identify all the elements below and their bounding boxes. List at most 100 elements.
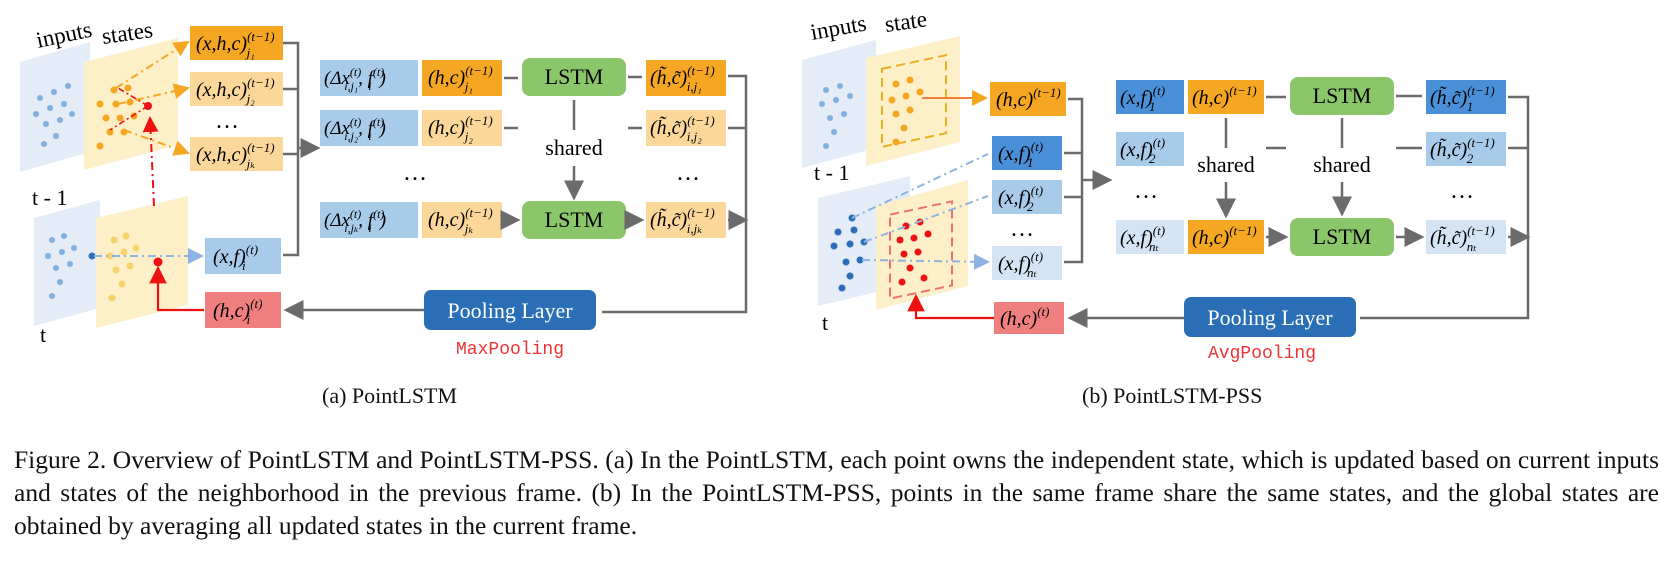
figure-caption: Figure 2. Overview of PointLSTM and Poin… — [14, 445, 1659, 540]
svg-text:(x,f)(t)nₜ: (x,f)(t) nₜ — [1120, 223, 1165, 254]
input-ellipsis-b: … — [1010, 216, 1034, 242]
offset-ellipsis: … — [403, 160, 427, 186]
out-state-box-2: (h̃,c̃)(t−1) i,j₂ — [646, 110, 726, 146]
input-box-b-n: (x,f)(t) nₜ — [992, 246, 1062, 280]
current-input-box: (x,f)(t) i — [205, 238, 281, 274]
shared-label-b-2: shared — [1313, 152, 1370, 177]
offset-input-box-2: (Δx(t) i,j₂, f(t) i) — [320, 110, 418, 146]
svg-text:(h,c)(t−1): (h,c)(t−1) — [996, 85, 1061, 111]
row-ellipsis-b: … — [1134, 178, 1158, 204]
current-state-box: (h,c)(t) i — [205, 292, 281, 328]
inputs-frame-t-minus-1-b — [802, 40, 876, 168]
state-box-b: (h,c)(t) — [994, 302, 1064, 334]
svg-text:LSTM: LSTM — [545, 207, 604, 232]
row-xf-1: (x,f)(t) 1 — [1116, 80, 1184, 114]
svg-text:(h̃,c̃)(t−1)nₜ: (h̃,c̃)(t−1) nₜ — [1430, 223, 1495, 254]
state-points-t-minus-1-b — [888, 76, 924, 146]
neighbor-ellipsis: … — [215, 108, 239, 134]
svg-text:(h̃,c̃)(t−1)i,j₁: (h̃,c̃)(t−1) i,j₁ — [650, 63, 715, 94]
svg-text:(Δx(t)i,jₖ, f(t)i): (Δx(t) i,jₖ, f(t) i) — [324, 207, 386, 235]
arrows-from-lstm-b — [1396, 94, 1422, 237]
svg-text:LSTM: LSTM — [1313, 83, 1372, 108]
label-t-minus-1-b: t - 1 — [814, 160, 849, 185]
label-inputs-b: inputs — [809, 11, 869, 45]
svg-text:(h̃,c̃)(t−1)i,jₖ: (h̃,c̃)(t−1) i,jₖ — [650, 205, 715, 236]
label-t-b: t — [822, 310, 828, 335]
subcaption-a: (a) PointLSTM — [322, 383, 458, 408]
pooling-type-b: AvgPooling — [1208, 344, 1316, 364]
arrows-to-lstm-b — [1266, 95, 1286, 237]
arrows-to-lstm — [504, 76, 518, 220]
pooling-connector-b — [1360, 95, 1528, 320]
state-region-t-b — [889, 200, 953, 300]
neighbor-arrow-3 — [123, 129, 190, 156]
label-state-b: state — [883, 6, 928, 37]
input-box-b-1: (x,f)(t) 1 — [992, 136, 1062, 170]
row-xf-n: (x,f)(t) nₜ — [1116, 220, 1184, 254]
svg-text:Pooling Layer: Pooling Layer — [1207, 305, 1333, 330]
lstm-top: LSTM — [522, 58, 626, 96]
input-arrows-b — [851, 153, 988, 262]
pooling-connector-a — [602, 74, 746, 314]
arrows-from-lstm — [628, 75, 642, 220]
svg-text:(h,c)(t−1)j₂: (h,c)(t−1) j₂ — [428, 113, 493, 144]
svg-text:LSTM: LSTM — [545, 64, 604, 89]
query-point — [153, 257, 163, 267]
states-frame-t — [96, 196, 188, 328]
shared-label-a: shared — [545, 135, 602, 160]
out-state-box-k: (h̃,c̃)(t−1) i,jₖ — [646, 202, 726, 238]
lstm-top-b: LSTM — [1290, 77, 1394, 115]
svg-text:(x,h,c)(t−1)j₂: (x,h,c)(t−1) j₂ — [196, 75, 275, 106]
hc-box-2: (h,c)(t−1) j₂ — [422, 110, 502, 146]
svg-text:Pooling Layer: Pooling Layer — [447, 298, 573, 323]
svg-text:(h̃,c̃)(t−1)2: (h̃,c̃)(t−1) 2 — [1430, 135, 1495, 166]
svg-text:(h̃,c̃)(t−1)1: (h̃,c̃)(t−1) 1 — [1430, 83, 1495, 114]
svg-text:(x,f)(t)i: (x,f)(t) i — [213, 242, 258, 273]
offset-input-box-k: (Δx(t) i,jₖ, f(t) i) — [320, 202, 418, 238]
lstm-bottom: LSTM — [522, 201, 626, 239]
svg-text:(h,c)(t)i: (h,c)(t) i — [213, 296, 262, 327]
state-feedback-arrow-a — [149, 265, 204, 312]
out-box-b-n: (h̃,c̃)(t−1) nₜ — [1426, 220, 1506, 254]
svg-text:(h,c)(t−1)j₁: (h,c)(t−1) j₁ — [428, 63, 493, 94]
svg-text:(x,f)(t)2: (x,f)(t) 2 — [1120, 135, 1165, 166]
input-points-t — [45, 233, 77, 299]
state-region-t-minus-1-b — [881, 53, 947, 149]
input-points-t-minus-1 — [33, 83, 75, 147]
inputs-frame-t — [34, 200, 100, 326]
svg-text:(x,h,c)(t−1)jₖ: (x,h,c)(t−1) jₖ — [196, 140, 275, 171]
out-ellipsis-a: … — [676, 160, 700, 186]
row-hc-1: (h,c)(t−1) — [1188, 80, 1264, 114]
neighbor-state-box-k: (x,h,c)(t−1) jₖ — [190, 137, 283, 171]
neighbor-state-box-2: (x,h,c)(t−1) j₂ — [190, 72, 283, 106]
label-t-minus-1: t - 1 — [32, 185, 67, 210]
row-xf-2: (x,f)(t) 2 — [1116, 132, 1184, 166]
query-link-arrow — [142, 116, 159, 207]
svg-text:(x,f)(t)1: (x,f)(t) 1 — [998, 139, 1043, 170]
hc-box-1: (h,c)(t−1) j₁ — [422, 60, 502, 96]
input-points-t-minus-1-b — [819, 83, 853, 149]
neighbor-arrow-1 — [115, 40, 190, 89]
hc-box-k: (h,c)(t−1) jₖ — [422, 202, 502, 238]
svg-text:LSTM: LSTM — [1313, 224, 1372, 249]
neighbor-state-box-1: (x,h,c)(t−1) j₁ — [190, 26, 283, 60]
input-point-current — [88, 252, 96, 260]
input-box-b-2: (x,f)(t) 2 — [992, 180, 1062, 214]
lstm-bottom-b: LSTM — [1290, 218, 1394, 256]
pooling-type-a: MaxPooling — [456, 340, 564, 360]
subcaption-b: (b) PointLSTM-PSS — [1082, 383, 1263, 408]
out-ellipsis-b: … — [1450, 178, 1474, 204]
out-box-b-2: (h̃,c̃)(t−1) 2 — [1426, 132, 1506, 166]
pooling-layer-a: Pooling Layer — [424, 290, 596, 330]
state-frame-t-minus-1-b — [866, 36, 960, 166]
row-hc-n: (h,c)(t−1) — [1188, 220, 1264, 254]
svg-text:(h,c)(t−1): (h,c)(t−1) — [1192, 83, 1257, 109]
label-states: states — [100, 17, 154, 49]
shared-state-box-b: (h,c)(t−1) — [990, 82, 1066, 116]
svg-text:(h,c)(t): (h,c)(t) — [1000, 304, 1049, 330]
svg-text:(x,f)(t)2: (x,f)(t) 2 — [998, 183, 1043, 214]
gather-connector — [283, 41, 318, 257]
inputs-frame-t-minus-1 — [20, 42, 90, 172]
panel-a: inputs states t - 1 t — [20, 17, 746, 360]
